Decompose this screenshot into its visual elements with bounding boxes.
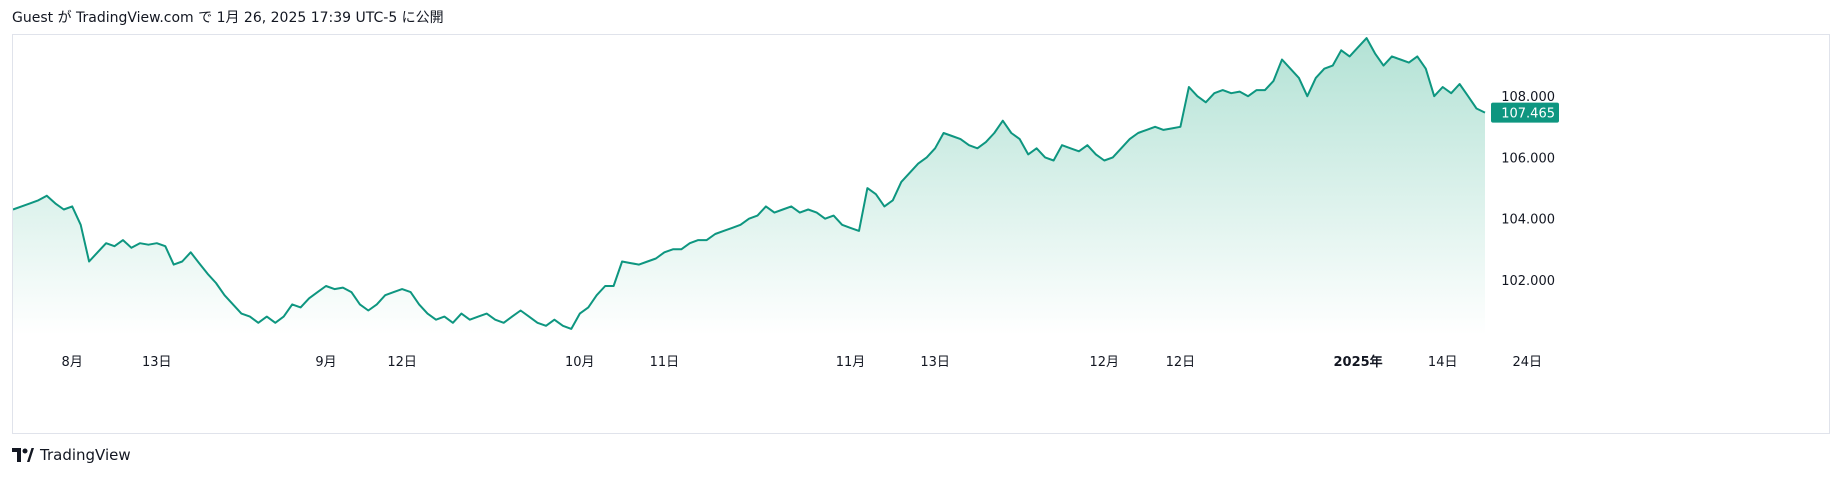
y-axis-tick-label: 102.000 [1501,274,1555,289]
x-axis-tick-label: 13日 [142,355,172,370]
x-axis-tick-label: 12月 [1090,355,1120,370]
chart-area[interactable]: 102.000 104.000 106.000 108.000 8月 13日 9月 12日 1… [12,34,1830,434]
price-chart[interactable]: 102.000 104.000 106.000 108.000 8月 13日 9月 12日 1… [13,35,1829,433]
last-price-badge [1491,102,1559,123]
footer-brand: TradingView [12,446,131,464]
x-axis-tick-label: 9月 [315,355,336,370]
price-series-line [13,37,1486,330]
x-axis-tick-label: 13日 [920,355,950,370]
footer-brand-label: TradingView [40,446,131,464]
x-axis-tick-label: 2025年 [1334,354,1383,370]
x-axis-tick-label: 8月 [62,355,83,370]
x-axis-tick-label: 10月 [565,355,595,370]
x-axis-tick-label: 11月 [836,355,866,370]
x-axis-tick-label: 14日 [1428,355,1458,370]
tradingview-logo-icon [12,448,34,462]
last-price-label: 107.465 [1501,107,1555,122]
x-axis-tick-label: 12日 [1166,355,1196,370]
y-axis-tick-label: 106.000 [1501,151,1555,166]
publish-info: Guest が TradingView.com で 1月 26, 2025 17… [12,10,444,26]
x-axis-tick-label: 12日 [387,355,417,370]
price-area-fill [13,38,1485,335]
x-axis-tick-label: 24日 [1513,355,1543,370]
x-axis-tick-label: 11日 [650,355,680,370]
y-axis-tick-label: 108.000 [1501,90,1555,105]
y-axis-tick-label: 104.000 [1501,213,1555,228]
